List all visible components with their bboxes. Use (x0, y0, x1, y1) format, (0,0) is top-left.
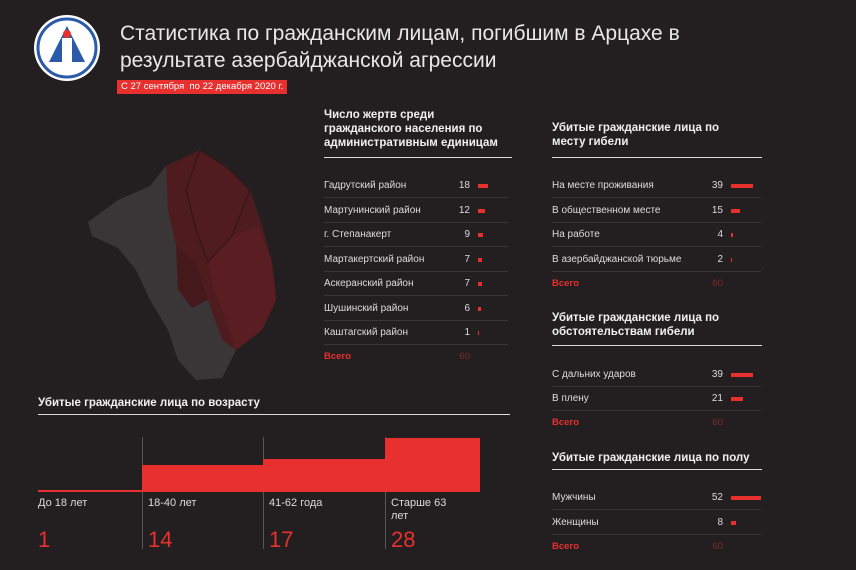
bar (731, 258, 733, 262)
total-label: Всего (552, 417, 580, 428)
bar (478, 282, 482, 286)
row-label: Аскеранский район (324, 278, 414, 289)
row-value: 18 (458, 180, 470, 191)
row-value: 1 (464, 327, 470, 338)
column-label: До 18 лет (38, 497, 88, 509)
row-label: В общественном месте (552, 205, 661, 216)
row-value: 52 (711, 492, 723, 503)
date-range: С 27 сентября по 22 декабря 2020 г. (117, 80, 288, 94)
row-label: г. Степанакерт (324, 229, 392, 240)
bar (478, 209, 485, 213)
row-label: Гадрутский район (324, 180, 407, 191)
column-value: 1 (38, 527, 51, 552)
column-label: 41-62 года (269, 497, 323, 509)
bar (731, 184, 754, 188)
bar (731, 209, 740, 213)
bar (731, 233, 734, 237)
column-label: Старше 63 лет (391, 497, 447, 522)
row-separator (552, 271, 761, 272)
title-rule (38, 414, 510, 415)
row-label: С дальних ударов (552, 369, 636, 380)
chart-title: Убитые гражданские лица по полу (552, 452, 750, 464)
row-value: 4 (717, 229, 723, 240)
bar (478, 307, 482, 311)
column-label: 18-40 лет (148, 497, 197, 509)
row-separator (552, 222, 761, 223)
row-label: На месте проживания (552, 180, 654, 191)
map (88, 149, 276, 380)
column-value: 14 (148, 527, 173, 552)
row-label: Мартакертский район (324, 254, 425, 265)
title-rule (324, 157, 512, 158)
row-value: 15 (711, 205, 723, 216)
column (263, 459, 385, 492)
column (142, 464, 263, 492)
row-separator (324, 271, 508, 272)
logo (34, 15, 100, 81)
total-label: Всего (324, 351, 352, 362)
row-value: 9 (464, 229, 470, 240)
row-value: 21 (711, 393, 723, 404)
row-separator (552, 386, 761, 387)
row-value: 7 (464, 254, 470, 265)
row-separator (552, 410, 761, 411)
row-value: 39 (711, 180, 723, 191)
column-value: 17 (269, 527, 294, 552)
chart-title: Убитые гражданские лица по обстоятельств… (552, 312, 720, 338)
bar (478, 258, 482, 262)
bar (731, 397, 743, 401)
total-value: 60 (459, 351, 470, 362)
row-label: Шушинский район (324, 303, 409, 314)
row-label: В азербайджанской тюрьме (552, 254, 682, 265)
total-label: Всего (552, 541, 580, 552)
total-label: Всего (552, 278, 580, 289)
total-value: 60 (712, 417, 723, 428)
bar (478, 233, 484, 237)
row-label: Мужчины (552, 492, 596, 503)
chart-title: Убитые гражданские лица по возрасту (38, 397, 260, 409)
row-label: В плену (552, 393, 589, 404)
total-value: 60 (712, 541, 723, 552)
column (385, 437, 480, 492)
row-value: 8 (717, 517, 723, 528)
row-value: 12 (458, 205, 470, 216)
row-separator (552, 534, 761, 535)
column (38, 490, 142, 492)
title-rule (552, 345, 762, 346)
row-separator (324, 222, 508, 223)
bar (731, 496, 761, 500)
chart-title: Убитые гражданские лица по месту гибели (552, 122, 720, 148)
bar (478, 184, 489, 188)
row-separator (324, 197, 508, 198)
bar (731, 521, 736, 525)
row-label: Женщины (552, 517, 599, 528)
total-value: 60 (712, 278, 723, 289)
row-label: Мартунинский район (324, 205, 421, 216)
column-value: 28 (391, 527, 416, 552)
bar (478, 331, 479, 335)
row-separator (324, 295, 508, 296)
row-separator (552, 197, 761, 198)
row-value: 2 (717, 254, 723, 265)
row-separator (324, 246, 508, 247)
title-rule (552, 157, 762, 158)
row-value: 6 (464, 303, 470, 314)
row-label: На работе (552, 229, 600, 240)
column-separator (263, 437, 264, 549)
row-separator (324, 344, 508, 345)
row-separator (324, 320, 508, 321)
row-label: Каштагский район (324, 327, 408, 338)
row-value: 7 (464, 278, 470, 289)
column-separator (142, 437, 143, 549)
row-value: 39 (711, 369, 723, 380)
chart-title: Число жертв среди гражданского населения… (324, 109, 498, 149)
column-separator (385, 437, 386, 549)
title-rule (552, 469, 762, 470)
bar (731, 373, 754, 377)
row-separator (552, 246, 761, 247)
title: Статистика по гражданским лицам, погибши… (120, 22, 680, 72)
row-separator (552, 509, 761, 510)
